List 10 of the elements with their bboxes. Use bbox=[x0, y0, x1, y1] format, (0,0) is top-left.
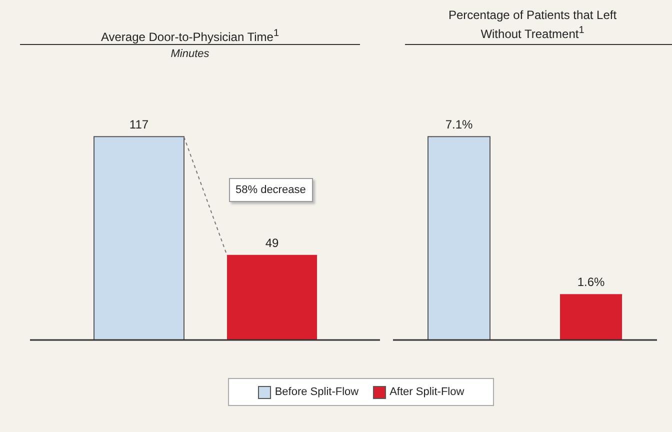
chart-title: Average Door-to-Physician Time$^{1}$ bbox=[100, 27, 280, 45]
chart-title: Percentage of Patients that Left Without Treatment$^{1}$ bbox=[447, 8, 618, 42]
data-label: 49 bbox=[265, 236, 279, 250]
annotation: 58% decrease bbox=[228, 178, 313, 202]
data-label: 1.6% bbox=[577, 275, 605, 290]
data-label: 117 bbox=[129, 118, 149, 132]
data-label: 7.1% bbox=[445, 118, 473, 132]
legend-label: After Split-Flow bbox=[388, 386, 464, 398]
legend-label: Before Split-Flow bbox=[274, 386, 359, 398]
chart-subtitle: Minutes bbox=[170, 48, 210, 60]
